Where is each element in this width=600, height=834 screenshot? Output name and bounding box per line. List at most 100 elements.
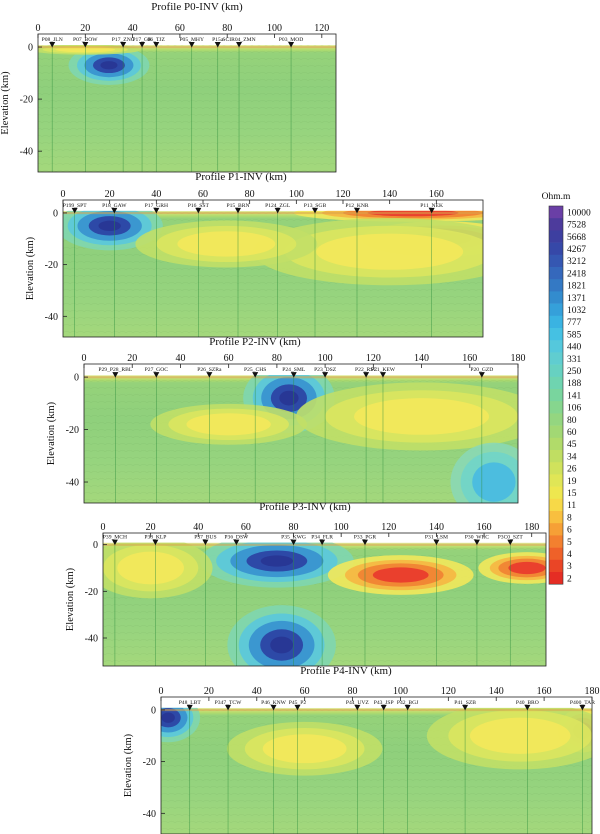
station-label: P05_MHY — [179, 37, 204, 43]
y-axis-label: Elevation (km) — [0, 71, 11, 135]
station-label: P17_GR — [132, 37, 152, 43]
colorbar-swatch — [549, 352, 563, 365]
x-tick-label: 20 — [146, 522, 156, 533]
anomaly-intermediate — [135, 220, 318, 268]
station-label: P43_JSP — [374, 700, 394, 706]
anomaly-intermediate — [226, 721, 383, 776]
colorbar-label: 4267 — [567, 245, 586, 255]
station-label: P11_NEK — [420, 203, 443, 209]
colorbar-label: 15 — [567, 489, 577, 499]
station-marker — [288, 42, 295, 48]
station-label: P39_MCH — [103, 535, 127, 541]
colorbar-label: 7528 — [567, 221, 586, 231]
station-marker — [139, 42, 146, 48]
colorbar-label: 1032 — [567, 306, 586, 316]
colorbar-swatch — [549, 437, 563, 451]
station-p38_klp: P38_KLP — [144, 535, 166, 666]
station-p39_mch: P39_MCH — [103, 535, 127, 666]
station-label: P27_GOC — [145, 367, 169, 373]
station-label: P18_GAW — [102, 203, 127, 209]
station-marker — [579, 704, 586, 711]
station-p25_chs: P25_CHS — [244, 367, 266, 503]
colorbar-swatch — [549, 572, 563, 585]
colorbar-label: 331 — [567, 355, 582, 365]
colorbar-swatch — [549, 559, 563, 573]
colorbar-swatch — [549, 206, 563, 219]
colorbar-swatch — [549, 401, 563, 414]
station-marker — [462, 704, 469, 711]
colorbar-swatch — [549, 376, 563, 390]
station-p199_spt: P199_SPT — [63, 203, 88, 337]
station-marker — [428, 207, 435, 214]
station-label: P41_SZB — [454, 700, 476, 706]
station-p42_bgj: P42_BGJ — [397, 700, 419, 834]
station-p34_flr: P34_FLR — [311, 535, 333, 666]
panel-title: Profile P1-INV (km) — [195, 171, 287, 183]
x-tick-label: 40 — [175, 353, 185, 364]
station-p400_tar: P400_TAR — [570, 700, 595, 834]
station-p36_dsw: P36_DSW — [224, 535, 249, 666]
station-marker — [120, 42, 127, 48]
colorbar-swatch — [549, 328, 563, 341]
station-p40_bro: P40_BRO — [516, 700, 539, 834]
station-label: P48_LBT — [179, 700, 202, 706]
colorbar-label: 585 — [567, 330, 582, 340]
anomaly-intermediate — [296, 382, 518, 451]
station-p24_sml: P24_SML — [282, 367, 306, 503]
x-tick-label: 120 — [314, 23, 329, 34]
station-p07_bow: P07_BOW — [73, 37, 98, 172]
station-p124_zgl: P124_ZGL — [265, 203, 291, 337]
x-tick-label: 120 — [441, 686, 456, 697]
station-label: P199_SPT — [63, 203, 88, 209]
y-tick-label: 0 — [93, 540, 98, 551]
colorbar-swatch — [549, 389, 563, 402]
x-tick-label: 160 — [462, 353, 477, 364]
station-marker — [354, 207, 360, 214]
station-p35_kwg: P35_KWG — [281, 535, 306, 666]
station-marker — [312, 207, 318, 214]
colorbar-swatch — [549, 511, 563, 524]
station-p05_mhy: P05_MHY — [179, 37, 204, 172]
resistivity-colorbar: Ohm.m 10000 7528 5668 4267 3212 2418 1821 1371 10… — [542, 192, 591, 585]
colorbar-frame — [548, 205, 564, 585]
x-tick-label: 180 — [511, 353, 526, 364]
colorbar-label: 6 — [567, 526, 572, 536]
anomaly-resistive — [199, 542, 354, 588]
station-label: P30_WRC — [465, 535, 490, 541]
anomaly-resistive — [227, 605, 336, 667]
station-marker — [290, 372, 297, 378]
station-label: P44_UVZ — [346, 700, 370, 706]
station-label: P03_MOD — [279, 37, 304, 43]
station-p26_szra: P26_SZRa — [197, 367, 222, 503]
x-tick-label: 80 — [245, 189, 255, 200]
plot-frame — [160, 696, 593, 834]
station-marker — [71, 207, 78, 214]
station-marker — [270, 704, 277, 711]
station-marker — [206, 372, 213, 378]
station-marker — [404, 704, 411, 711]
station-marker — [354, 704, 361, 711]
x-tick-label: 100 — [289, 189, 304, 200]
station-marker — [49, 42, 56, 48]
colorbar-swatch — [549, 303, 563, 317]
panel-title: Profile P4-INV (km) — [300, 665, 392, 677]
inversion-section — [161, 707, 592, 834]
station-marker — [363, 372, 370, 378]
station-p48_lbt: P48_LBT — [179, 700, 202, 834]
station-p16_sst: P16_SST — [188, 203, 209, 337]
profile-panel-p0: Profile P0-INV (km) P08_JLN P07_BOW P17_ZNC… — [0, 1, 337, 173]
station-p17_gr: P17_GR — [132, 37, 152, 172]
y-tick-label: -20 — [66, 425, 79, 436]
colorbar-swatch — [549, 218, 563, 231]
y-tick-label: -40 — [66, 478, 79, 489]
x-tick-label: 20 — [105, 189, 115, 200]
panel-title: Profile P3-INV (km) — [259, 501, 351, 513]
station-label: P23_DSZ — [314, 367, 337, 373]
station-p22_rsc: P22_RSC — [355, 367, 377, 503]
x-tick-label: 120 — [336, 189, 351, 200]
x-tick-label: 40 — [128, 23, 138, 34]
station-label: P24_SML — [282, 367, 306, 373]
station-label: P13_SGB — [304, 203, 327, 209]
x-tick-label: 0 — [61, 189, 66, 200]
x-tick-label: 120 — [366, 353, 381, 364]
